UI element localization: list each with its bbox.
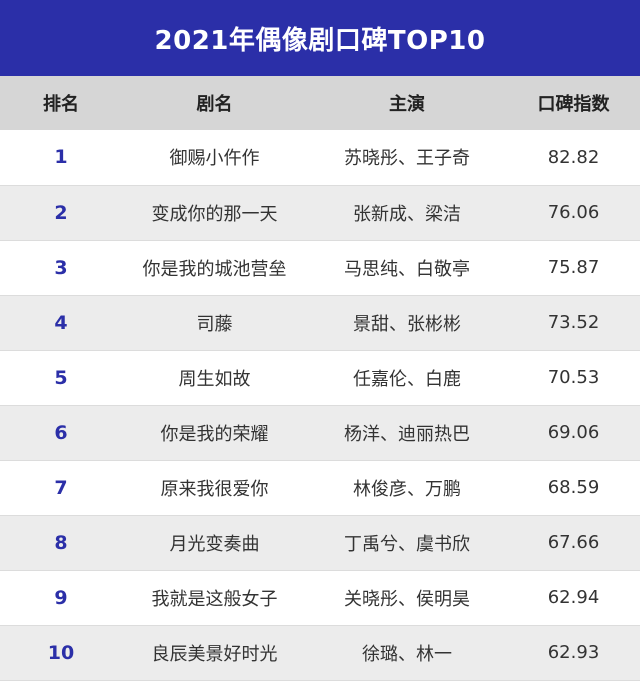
rank-cell: 8 bbox=[0, 515, 122, 571]
drama-name-cell: 月光变奏曲 bbox=[122, 515, 307, 571]
score-cell: 68.59 bbox=[507, 460, 640, 516]
rank-cell: 10 bbox=[0, 625, 122, 681]
cast-cell: 苏晓彤、王子奇 bbox=[307, 130, 507, 186]
cast-cell: 丁禹兮、虞书欣 bbox=[307, 515, 507, 571]
table-row: 3 你是我的城池营垒 马思纯、白敬亭 75.87 bbox=[0, 240, 640, 296]
header-rank: 排名 bbox=[43, 94, 79, 115]
score-cell: 76.06 bbox=[507, 185, 640, 241]
score-cell: 69.06 bbox=[507, 405, 640, 461]
drama-name-cell: 司藤 bbox=[122, 295, 307, 351]
rank-cell: 3 bbox=[0, 240, 122, 296]
drama-name-cell: 变成你的那一天 bbox=[122, 185, 307, 241]
score-cell: 67.66 bbox=[507, 515, 640, 571]
rank-cell: 4 bbox=[0, 295, 122, 351]
table-row: 7 原来我很爱你 林俊彦、万鹏 68.59 bbox=[0, 460, 640, 516]
rank-cell: 1 bbox=[0, 130, 122, 186]
drama-name-cell: 周生如故 bbox=[122, 350, 307, 406]
rank-cell: 5 bbox=[0, 350, 122, 406]
table-row: 10 良辰美景好时光 徐璐、林一 62.93 bbox=[0, 625, 640, 681]
rank-cell: 7 bbox=[0, 460, 122, 516]
drama-name-cell: 你是我的城池营垒 bbox=[122, 240, 307, 296]
cast-cell: 景甜、张彬彬 bbox=[307, 295, 507, 351]
header-drama-name: 剧名 bbox=[196, 94, 233, 115]
table-row: 5 周生如故 任嘉伦、白鹿 70.53 bbox=[0, 350, 640, 406]
cast-cell: 关晓彤、侯明昊 bbox=[307, 570, 507, 626]
header-cast: 主演 bbox=[389, 94, 425, 115]
cast-cell: 张新成、梁洁 bbox=[307, 185, 507, 241]
table-row: 9 我就是这般女子 关晓彤、侯明昊 62.94 bbox=[0, 570, 640, 626]
cast-cell: 马思纯、白敬亭 bbox=[307, 240, 507, 296]
rank-cell: 2 bbox=[0, 185, 122, 241]
header-score: 口碑指数 bbox=[537, 94, 610, 115]
rank-cell: 9 bbox=[0, 570, 122, 626]
table-row: 6 你是我的荣耀 杨洋、迪丽热巴 69.06 bbox=[0, 405, 640, 461]
score-cell: 75.87 bbox=[507, 240, 640, 296]
cast-cell: 任嘉伦、白鹿 bbox=[307, 350, 507, 406]
rank-cell: 6 bbox=[0, 405, 122, 461]
drama-name-cell: 良辰美景好时光 bbox=[122, 625, 307, 681]
drama-name-cell: 原来我很爱你 bbox=[122, 460, 307, 516]
table-row: 4 司藤 景甜、张彬彬 73.52 bbox=[0, 295, 640, 351]
ranking-table: 排名 剧名 主演 口碑指数 1 御赐小仵作 苏晓彤、王子奇 82.82 2 变成你的那一天… bbox=[0, 76, 640, 681]
table-row: 8 月光变奏曲 丁禹兮、虞书欣 67.66 bbox=[0, 515, 640, 571]
score-cell: 82.82 bbox=[507, 130, 640, 186]
page-title: 2021年偶像剧口碑TOP10 bbox=[0, 0, 640, 76]
score-cell: 70.53 bbox=[507, 350, 640, 406]
table-header: 排名 剧名 主演 口碑指数 bbox=[0, 76, 640, 130]
score-cell: 73.52 bbox=[507, 295, 640, 351]
cast-cell: 杨洋、迪丽热巴 bbox=[307, 405, 507, 461]
drama-name-cell: 你是我的荣耀 bbox=[122, 405, 307, 461]
cast-cell: 徐璐、林一 bbox=[307, 625, 507, 681]
table-row: 2 变成你的那一天 张新成、梁洁 76.06 bbox=[0, 185, 640, 241]
header-row: 排名 剧名 主演 口碑指数 bbox=[0, 76, 640, 130]
table-row: 1 御赐小仵作 苏晓彤、王子奇 82.82 bbox=[0, 130, 640, 186]
cast-cell: 林俊彦、万鹏 bbox=[307, 460, 507, 516]
table-body: 1 御赐小仵作 苏晓彤、王子奇 82.82 2 变成你的那一天 张新成、梁洁 76.06 3 你是… bbox=[0, 130, 640, 681]
score-cell: 62.93 bbox=[507, 625, 640, 681]
score-cell: 62.94 bbox=[507, 570, 640, 626]
drama-name-cell: 御赐小仵作 bbox=[122, 130, 307, 186]
drama-name-cell: 我就是这般女子 bbox=[122, 570, 307, 626]
